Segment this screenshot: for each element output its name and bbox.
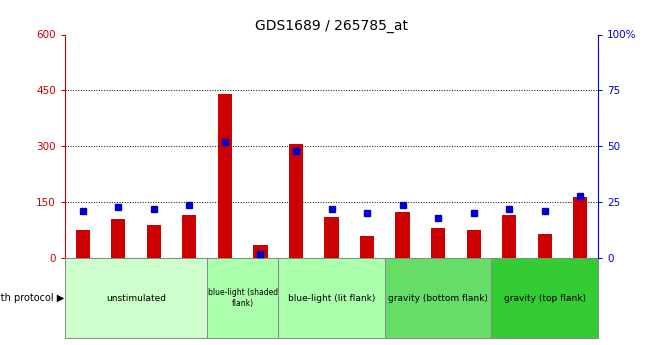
Text: growth protocol ▶: growth protocol ▶ [0,293,64,303]
Bar [65,258,207,338]
Bar [111,219,125,258]
Bar [385,258,491,338]
Text: gravity (bottom flank): gravity (bottom flank) [388,294,488,303]
Bar [289,145,303,258]
Bar [75,230,90,258]
Bar [147,225,161,258]
Bar [502,215,516,258]
Bar [324,217,339,258]
Bar [431,228,445,258]
Bar [573,197,588,258]
Bar [182,215,196,258]
Bar [360,236,374,258]
Text: blue-light (shaded
flank): blue-light (shaded flank) [207,288,278,308]
Text: gravity (top flank): gravity (top flank) [504,294,586,303]
Bar [218,94,232,258]
Bar [538,234,552,258]
Title: GDS1689 / 265785_at: GDS1689 / 265785_at [255,19,408,33]
Bar [207,258,278,338]
Text: unstimulated: unstimulated [106,294,166,303]
Bar [278,258,385,338]
Bar [254,245,268,258]
Bar [395,211,410,258]
Bar [467,230,481,258]
Text: blue-light (lit flank): blue-light (lit flank) [288,294,375,303]
Bar [491,258,598,338]
